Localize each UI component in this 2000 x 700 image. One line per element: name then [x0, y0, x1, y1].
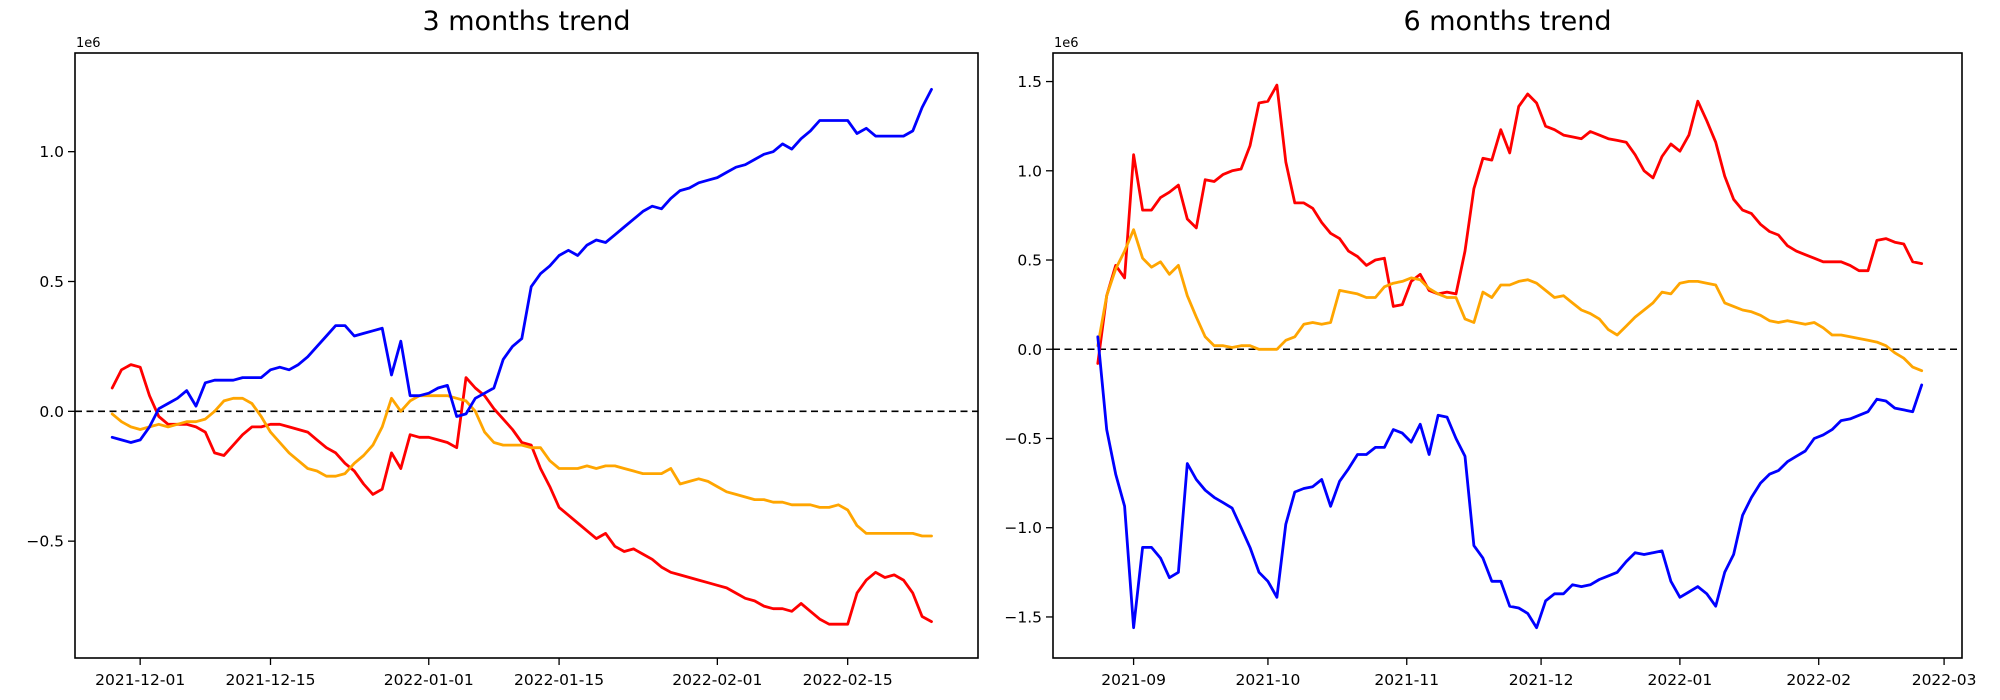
y-axis-offset-label: 1e6 [1054, 36, 1079, 51]
x-tick-label: 2022-01 [1648, 671, 1713, 689]
x-tick-label: 2022-02-15 [803, 671, 893, 689]
plot-area-6-months: 1.5 1.0 0.5 0.0 −0.5 −1.0 −1.5 2021-09 2021-10 20… [1004, 52, 1977, 689]
x-tick-label: 2021-09 [1101, 671, 1166, 689]
y-tick-label: −0.5 [1004, 430, 1042, 448]
y-tick-label: 0.5 [39, 273, 64, 291]
y-tick-label: 0.5 [1017, 252, 1042, 270]
series-line-blue [1096, 335, 1924, 630]
y-tick-label: −1.0 [1004, 519, 1042, 537]
x-tick-label: 2021-11 [1374, 671, 1439, 689]
y-tick-label: 0.0 [39, 403, 64, 421]
x-tick-label: 2022-02 [1786, 671, 1851, 689]
series-line-red [1096, 83, 1924, 365]
chart-title: 3 months trend [422, 6, 631, 37]
y-tick-label: 1.0 [39, 143, 64, 161]
series-line-blue [110, 88, 933, 444]
x-tick-label: 2022-02-01 [672, 671, 762, 689]
x-tick-label: 2022-03 [1912, 671, 1977, 689]
y-tick-label: 0.0 [1017, 341, 1042, 359]
x-tick-label: 2021-12-01 [95, 671, 185, 689]
axes-spines [74, 52, 979, 659]
x-tick-label: 2022-01-15 [514, 671, 604, 689]
x-tick-label: 2021-10 [1236, 671, 1301, 689]
y-axis-offset-label: 1e6 [76, 36, 101, 51]
chart-6-months-trend: 1.5 1.0 0.5 0.0 −0.5 −1.0 −1.5 2021-09 2021-10 20… [1000, 0, 2000, 700]
y-tick-label: −1.5 [1004, 608, 1042, 626]
series-line-red [110, 363, 933, 626]
y-tick-label: 1.0 [1017, 162, 1042, 180]
chart-title: 6 months trend [1403, 6, 1612, 37]
y-tick-label: −0.5 [26, 533, 64, 551]
x-tick-label: 2021-12 [1509, 671, 1574, 689]
series-line-orange [110, 394, 933, 538]
plot-area-3-months: 1.0 0.5 0.0 −0.5 2021-12-01 2021-12-15 2022-01… [26, 52, 979, 689]
chart-3-months-trend: 1.0 0.5 0.0 −0.5 2021-12-01 2021-12-15 2022-01… [26, 6, 979, 689]
y-tick-label: 1.5 [1017, 73, 1042, 91]
series-line-orange [1096, 228, 1924, 373]
x-tick-label: 2021-12-15 [225, 671, 315, 689]
x-tick-label: 2022-01-01 [384, 671, 474, 689]
axes-spines [1052, 52, 1963, 659]
